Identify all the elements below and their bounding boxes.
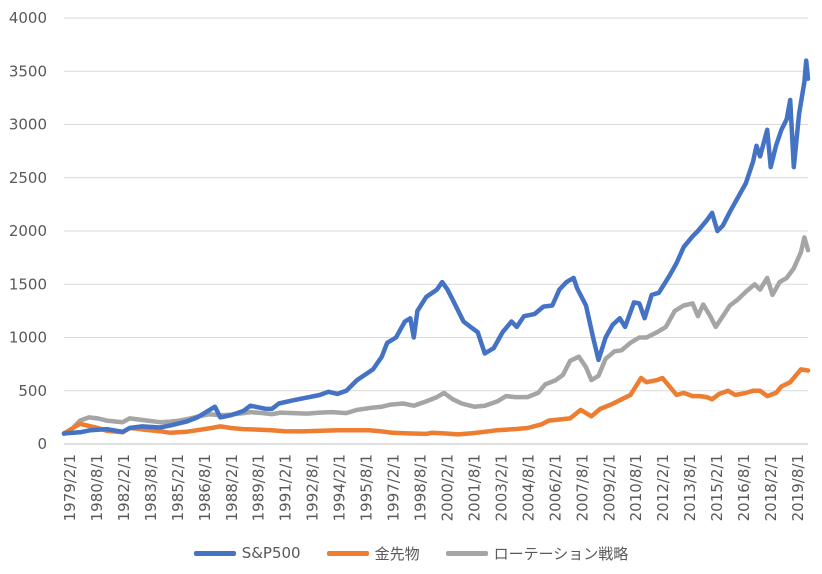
legend-label-sp500: S&P500 [241, 544, 301, 562]
x-tick-label: 2015/2/1 [708, 454, 726, 521]
legend: S&P500 金先物 ローテーション戦略 [0, 540, 822, 566]
x-tick-label: 1997/2/1 [385, 454, 403, 521]
x-tick-label: 2006/2/1 [546, 454, 564, 521]
y-tick-label: 3000 [9, 116, 47, 134]
x-tick-label: 2003/2/1 [492, 454, 510, 521]
x-tick-label: 2010/8/1 [627, 454, 645, 521]
x-tick-label: 1980/8/1 [88, 454, 106, 521]
x-tick-label: 1995/8/1 [358, 454, 376, 521]
x-tick-label: 2016/8/1 [735, 454, 753, 521]
x-tick-label: 1991/2/1 [277, 454, 295, 521]
y-tick-label: 2500 [9, 169, 47, 187]
legend-item-rotation: ローテーション戦略 [445, 543, 629, 564]
x-tick-label: 1988/2/1 [223, 454, 241, 521]
x-tick-label: 2000/2/1 [438, 454, 456, 521]
y-tick-labels: 0 500 1000 1500 2000 2500 3000 3500 4000 [9, 9, 47, 453]
x-tick-label: 2018/2/1 [762, 454, 780, 521]
gridlines [64, 17, 808, 445]
x-tick-label: 2004/8/1 [519, 454, 537, 521]
y-tick-label: 2000 [9, 222, 47, 240]
y-tick-label: 500 [18, 382, 47, 400]
x-tick-label: 1998/8/1 [412, 454, 430, 521]
x-tick-label: 1986/8/1 [196, 454, 214, 521]
x-tick-label: 1992/8/1 [304, 454, 322, 521]
x-tick-label: 2012/2/1 [654, 454, 672, 521]
legend-item-gold: 金先物 [326, 543, 420, 564]
series-line-sp500 [61, 58, 811, 436]
legend-swatch-sp500 [193, 550, 236, 556]
x-tick-label: 2007/8/1 [573, 454, 591, 521]
legend-label-rotation: ローテーション戦略 [493, 544, 629, 563]
x-tick-label: 2013/8/1 [681, 454, 699, 521]
series-line-gold [61, 367, 811, 437]
x-tick-label: 1979/2/1 [61, 454, 79, 521]
series-line-rotation [61, 235, 811, 436]
legend-swatch-gold [326, 550, 369, 556]
x-tick-label: 1994/2/1 [331, 454, 349, 521]
legend-label-gold: 金先物 [374, 544, 420, 563]
x-tick-label: 2001/8/1 [465, 454, 483, 521]
x-tick-label: 1989/8/1 [250, 454, 268, 521]
x-tick-labels: 1979/2/1 1980/8/1 1982/2/1 1983/8/1 1985/2/1… [61, 454, 807, 521]
x-tick-label: 1983/8/1 [142, 454, 160, 521]
y-tick-label: 0 [37, 435, 47, 453]
legend-item-sp500: S&P500 [193, 544, 301, 562]
x-tick-label: 1985/2/1 [169, 454, 187, 521]
y-tick-label: 1500 [9, 275, 47, 293]
legend-swatch-rotation [445, 550, 488, 556]
y-tick-label: 1000 [9, 329, 47, 347]
y-tick-label: 4000 [9, 9, 47, 27]
x-tick-label: 2019/8/1 [789, 454, 807, 521]
series-lines [61, 58, 811, 437]
x-tick-label: 2009/2/1 [600, 454, 618, 521]
y-tick-label: 3500 [9, 62, 47, 80]
x-tick-label: 1982/2/1 [115, 454, 133, 521]
